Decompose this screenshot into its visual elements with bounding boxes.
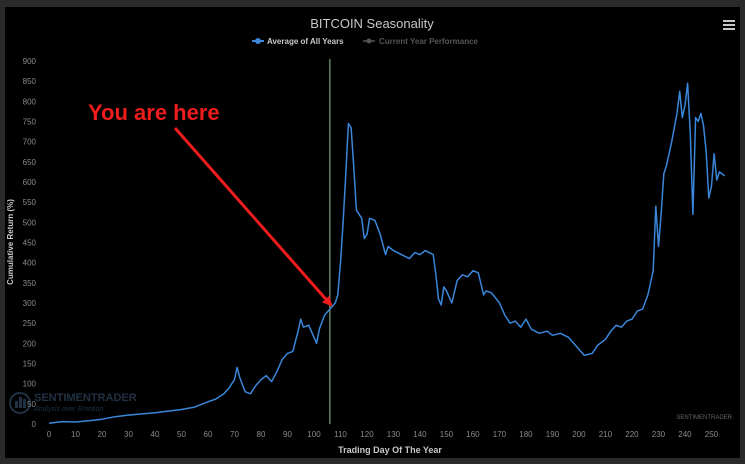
- x-tick-label: 110: [334, 430, 347, 439]
- hamburger-menu-icon[interactable]: [723, 20, 735, 32]
- y-tick-label: 300: [23, 299, 37, 308]
- x-tick-label: 200: [572, 430, 586, 439]
- x-tick-label: 140: [413, 430, 427, 439]
- sentimentrader-watermark: SENTIMENTRADER Analysis over Emotion: [9, 392, 137, 414]
- y-axis-ticks: 0 50 100 150 200 250 300 350 400 450 500 550 600 650 7…: [23, 57, 37, 429]
- y-tick-label: 200: [23, 339, 37, 348]
- y-tick-label: 500: [23, 218, 37, 227]
- x-tick-label: 120: [360, 430, 374, 439]
- y-tick-label: 850: [23, 77, 37, 86]
- legend-marker-average: [255, 38, 261, 44]
- y-tick-label: 800: [23, 97, 37, 106]
- annotation-text: You are here: [88, 100, 220, 125]
- x-tick-label: 90: [283, 430, 292, 439]
- x-tick-label: 190: [546, 430, 560, 439]
- y-tick-label: 750: [23, 118, 37, 127]
- y-tick-label: 100: [23, 380, 37, 389]
- watermark-brand: SENTIMENTRADER: [34, 392, 137, 404]
- x-tick-label: 210: [599, 430, 613, 439]
- legend-label-current-year: Current Year Performance: [379, 37, 479, 46]
- x-tick-label: 80: [257, 430, 266, 439]
- x-tick-label: 40: [151, 430, 160, 439]
- y-tick-label: 700: [23, 138, 37, 147]
- chart-title: BITCOIN Seasonality: [310, 16, 434, 31]
- legend-label-average: Average of All Years: [267, 37, 344, 46]
- x-tick-label: 240: [678, 430, 692, 439]
- x-tick-label: 160: [466, 430, 480, 439]
- legend-item-average[interactable]: Average of All Years: [252, 37, 344, 46]
- y-tick-label: 450: [23, 239, 37, 248]
- x-tick-label: 170: [493, 430, 507, 439]
- x-axis-label: Trading Day Of The Year: [338, 445, 442, 455]
- x-tick-label: 220: [625, 430, 639, 439]
- y-axis-label: Cumulative Return (%): [6, 199, 15, 285]
- x-tick-label: 130: [387, 430, 401, 439]
- y-tick-label: 50: [27, 400, 36, 409]
- x-tick-label: 180: [519, 430, 533, 439]
- chart-credit: SENTIMENTRADER: [676, 415, 732, 421]
- legend-item-current-year[interactable]: Current Year Performance: [363, 37, 479, 46]
- y-tick-label: 0: [32, 420, 37, 429]
- y-tick-label: 900: [23, 57, 37, 66]
- y-tick-label: 650: [23, 158, 37, 167]
- y-tick-label: 400: [23, 259, 37, 268]
- x-tick-label: 150: [440, 430, 454, 439]
- x-tick-label: 30: [124, 430, 133, 439]
- x-tick-label: 10: [71, 430, 80, 439]
- x-tick-label: 230: [652, 430, 666, 439]
- y-tick-label: 350: [23, 279, 37, 288]
- y-tick-label: 150: [23, 360, 37, 369]
- y-tick-label: 550: [23, 198, 37, 207]
- x-tick-label: 70: [230, 430, 239, 439]
- x-tick-label: 50: [177, 430, 186, 439]
- sentimentrader-logo-icon: [9, 392, 31, 414]
- x-tick-label: 0: [47, 430, 52, 439]
- x-tick-label: 60: [204, 430, 213, 439]
- legend-marker-current-year: [366, 38, 372, 44]
- y-tick-label: 250: [23, 319, 37, 328]
- x-tick-label: 250: [705, 430, 719, 439]
- chart-background: [5, 7, 740, 458]
- annotation-arrow: [173, 127, 333, 307]
- legend: Average of All Years Current Year Perfor…: [252, 37, 479, 46]
- x-tick-label: 100: [307, 430, 321, 439]
- watermark-tagline: Analysis over Emotion: [33, 406, 103, 413]
- x-axis-ticks: 0 10 20 30 40 50 60 70 80 90 100 110 120 130 140 150 160…: [47, 430, 719, 439]
- series-line-average: [48, 82, 726, 424]
- x-tick-label: 20: [98, 430, 107, 439]
- y-tick-label: 600: [23, 178, 37, 187]
